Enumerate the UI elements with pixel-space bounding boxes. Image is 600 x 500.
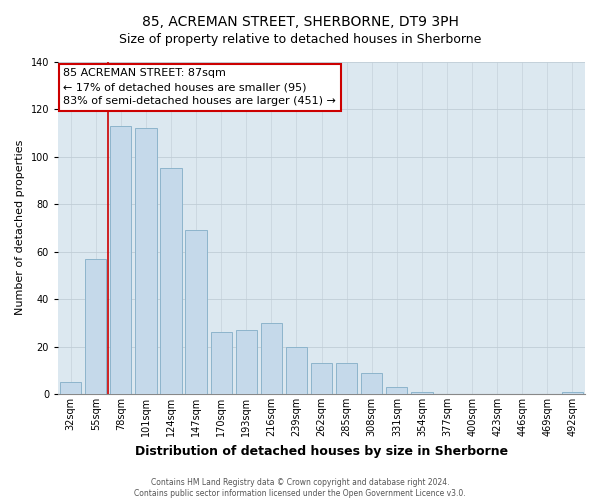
Bar [85,258,106,394]
Text: 85 ACREMAN STREET: 87sqm
← 17% of detached houses are smaller (95)
83% of semi-d: 85 ACREMAN STREET: 87sqm ← 17% of detach… [64,68,336,106]
Bar [135,128,157,394]
Bar [386,387,407,394]
X-axis label: Distribution of detached houses by size in Sherborne: Distribution of detached houses by size … [135,444,508,458]
Bar [411,392,433,394]
Bar [160,168,182,394]
Text: Contains HM Land Registry data © Crown copyright and database right 2024.
Contai: Contains HM Land Registry data © Crown c… [134,478,466,498]
Bar [286,346,307,394]
Bar [311,363,332,394]
Bar [361,372,382,394]
Bar [562,392,583,394]
Bar [110,126,131,394]
Bar [211,332,232,394]
Bar [336,363,357,394]
Bar [236,330,257,394]
Bar [185,230,207,394]
Text: 85, ACREMAN STREET, SHERBORNE, DT9 3PH: 85, ACREMAN STREET, SHERBORNE, DT9 3PH [142,15,458,29]
Bar [60,382,81,394]
Y-axis label: Number of detached properties: Number of detached properties [15,140,25,316]
Bar [260,323,282,394]
Text: Size of property relative to detached houses in Sherborne: Size of property relative to detached ho… [119,32,481,46]
